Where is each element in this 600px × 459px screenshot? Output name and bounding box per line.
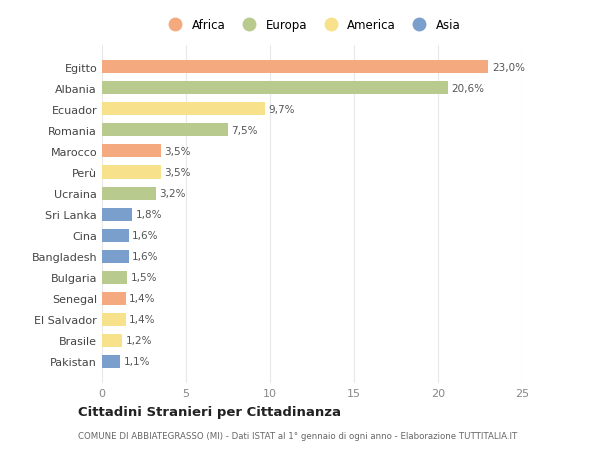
Bar (102, 334, 122, 347)
Text: 1,8%: 1,8% (136, 210, 162, 219)
Text: 1,1%: 1,1% (124, 357, 151, 366)
Bar (102, 208, 132, 221)
Text: 1,4%: 1,4% (129, 314, 155, 325)
Text: 1,2%: 1,2% (125, 336, 152, 346)
Text: 20,6%: 20,6% (451, 84, 484, 94)
Text: 3,5%: 3,5% (164, 168, 191, 178)
Bar (102, 103, 265, 116)
Bar (102, 229, 129, 242)
Text: 9,7%: 9,7% (268, 105, 295, 115)
Text: 1,6%: 1,6% (132, 230, 159, 241)
Text: 23,0%: 23,0% (492, 63, 525, 73)
Text: 1,5%: 1,5% (131, 273, 157, 282)
Text: 1,4%: 1,4% (129, 293, 155, 303)
Bar (102, 61, 488, 74)
Bar (102, 292, 125, 305)
Text: 1,6%: 1,6% (132, 252, 159, 262)
Bar (102, 187, 156, 200)
Bar (102, 124, 228, 137)
Legend: Africa, Europa, America, Asia: Africa, Europa, America, Asia (158, 15, 466, 37)
Bar (102, 82, 448, 95)
Text: 3,2%: 3,2% (159, 189, 185, 199)
Bar (102, 271, 127, 284)
Text: 3,5%: 3,5% (164, 147, 191, 157)
Bar (102, 355, 121, 368)
Text: Cittadini Stranieri per Cittadinanza: Cittadini Stranieri per Cittadinanza (78, 405, 341, 419)
Text: 7,5%: 7,5% (232, 126, 258, 136)
Bar (102, 166, 161, 179)
Bar (102, 313, 125, 326)
Text: COMUNE DI ABBIATEGRASSO (MI) - Dati ISTAT al 1° gennaio di ogni anno - Elaborazi: COMUNE DI ABBIATEGRASSO (MI) - Dati ISTA… (78, 431, 517, 440)
Bar (102, 145, 161, 158)
Bar (102, 250, 129, 263)
